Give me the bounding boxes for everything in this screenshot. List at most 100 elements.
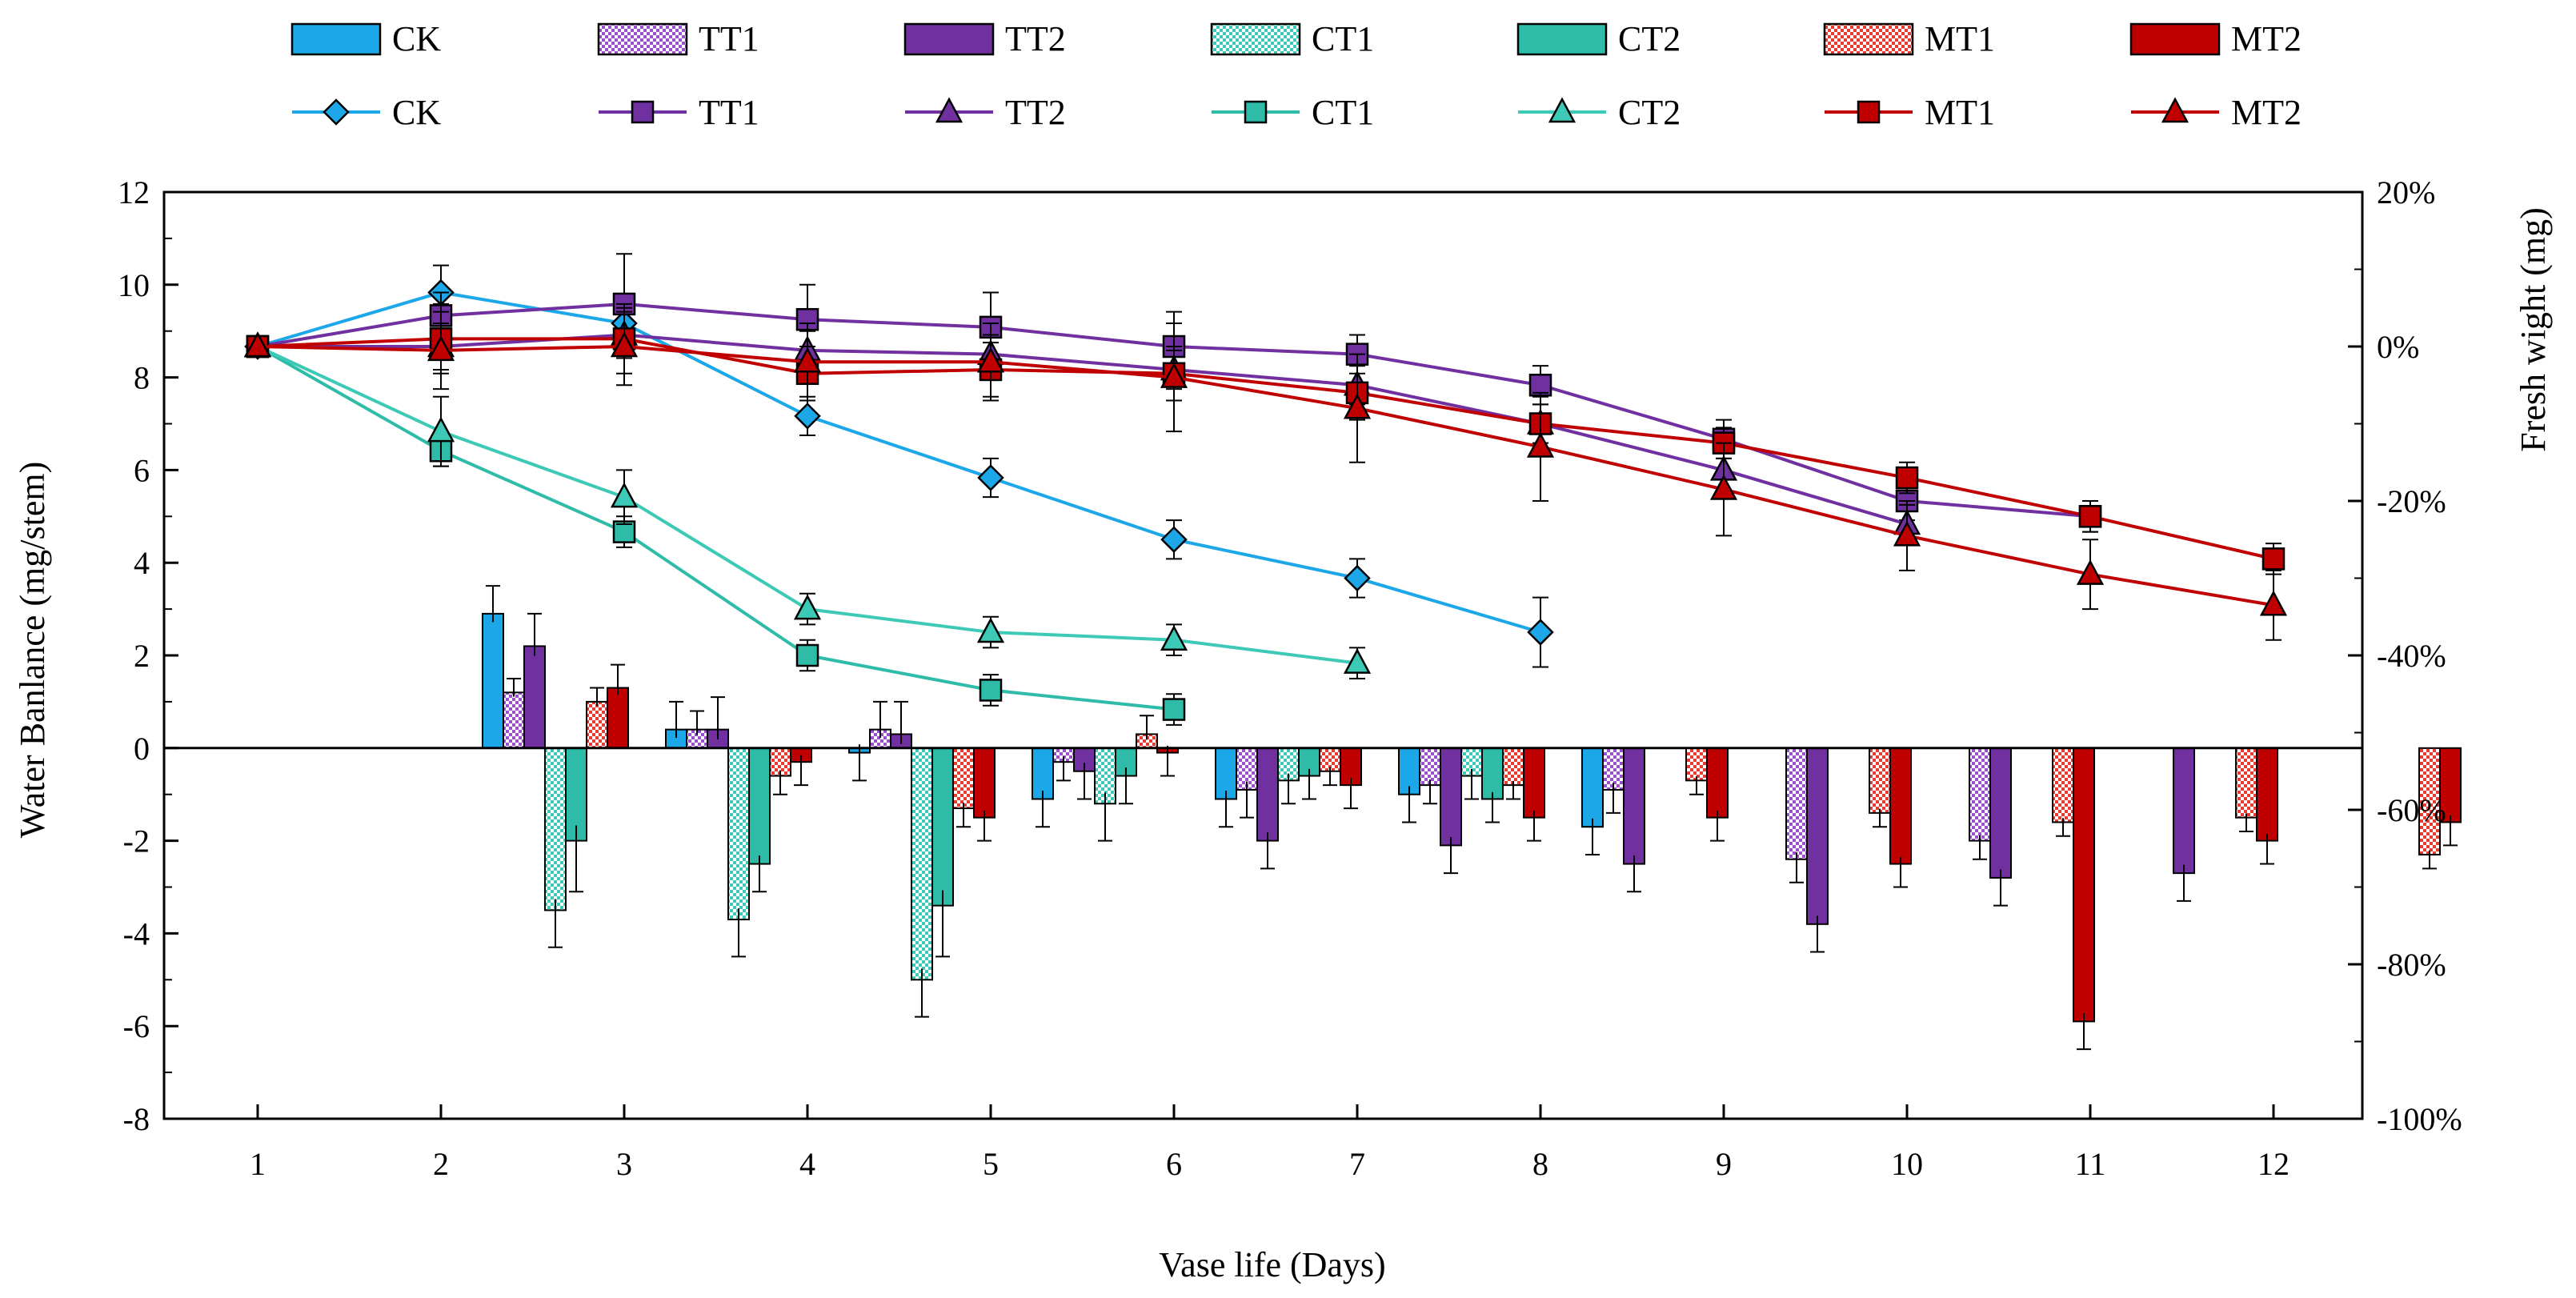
legend-line-marker-ct2-triangle (1548, 97, 1576, 123)
legend-bar-swatch-ct2 (1516, 22, 1608, 56)
point-ck-diamond-day-7 (1344, 564, 1371, 592)
bar-tt2-day-7 (1440, 747, 1462, 847)
legend-bar-label-ct2: CT2 (1618, 19, 1681, 58)
point-mt2-triangle-day-7 (1343, 393, 1372, 419)
bar-ct1-day-4 (911, 747, 933, 981)
legend-line-label-mt1: MT1 (1925, 93, 1995, 132)
y-left-tick-label: 12 (118, 174, 150, 210)
legend-bar-label-mt2: MT2 (2231, 19, 2302, 58)
legend-bar-swatch-tt1 (597, 22, 688, 56)
bar-mt2-day-11 (2256, 747, 2278, 842)
bar-mt1-day-9 (1869, 747, 1891, 814)
bar-ct2-day-7 (1481, 747, 1504, 800)
line-mt2-triangle (257, 344, 2274, 607)
y-right-tick-label: -20% (2377, 483, 2446, 519)
legend-line-label-ct2: CT2 (1618, 93, 1681, 132)
legend-bar-swatch-mt2 (2129, 22, 2221, 56)
point-mt2-triangle-day-9 (1709, 474, 1738, 500)
point-mt2-triangle-day-12 (2259, 590, 2288, 616)
bar-ct2-day-2 (565, 747, 587, 842)
point-mt1-square-day-11 (2078, 505, 2102, 528)
y-left-tick-label: 4 (134, 545, 150, 581)
y-axis-title-left: Water Banlance (mg/stem) (13, 462, 52, 839)
point-mt2-triangle-day-4 (793, 347, 822, 373)
legend-bar-label-ck: CK (392, 19, 441, 58)
bar-mt2-day-9 (1889, 747, 1912, 865)
legend-bar-swatch-tt2 (903, 22, 995, 56)
legend-bar-swatch-ct1 (1210, 22, 1301, 56)
legend-line-marker-ct1-square (1244, 100, 1268, 124)
bar-mt2-day-10 (2073, 747, 2095, 1023)
bar-ck-day-2 (482, 612, 504, 749)
legend-line-marker-tt2-triangle (935, 97, 963, 123)
x-axis-title: Vase life (Days) (1159, 1245, 1385, 1284)
legend-line-label-tt1: TT1 (699, 93, 759, 132)
point-mt2-triangle-day-2 (427, 335, 455, 362)
line-mt1-square (257, 337, 2274, 561)
point-ct2-triangle-day-4 (793, 594, 822, 620)
bar-mt1-day-12 (2418, 747, 2441, 855)
y-right-tick-label: 20% (2377, 174, 2435, 210)
bar-mt2-day-2 (607, 687, 629, 749)
point-ct2-triangle-day-3 (610, 482, 639, 508)
bar-mt1-day-8 (1685, 747, 1708, 782)
y-left-tick-label: 2 (134, 638, 150, 674)
legend-lines: CK TT1 TT2 CT1 CT2 MT1 MT2 (292, 93, 2302, 132)
legend-bars: CK TT1 TT2 CT1 CT2 MT1 MT2 (290, 19, 2302, 58)
point-mt2-triangle-day-5 (976, 347, 1005, 373)
x-tick-label: 4 (799, 1146, 815, 1182)
bar-tt2-day-11 (2173, 747, 2195, 875)
bar-ct1-day-2 (544, 747, 567, 911)
x-tick-label: 12 (2258, 1146, 2290, 1182)
bar-mt1-day-10 (2052, 747, 2074, 823)
bar-tt1-day-10 (1969, 747, 1991, 842)
point-mt1-square-day-12 (2262, 547, 2286, 571)
bar-mt1-day-4 (952, 747, 975, 810)
bar-mt2-day-7 (1523, 747, 1545, 819)
y-right-tick-label: -40% (2377, 638, 2446, 674)
point-ck-diamond-day-4 (794, 403, 821, 430)
bars-layer (482, 585, 2462, 1051)
line-ck-diamond (257, 290, 1541, 634)
y-left-tick-label: 10 (118, 267, 150, 303)
point-ct2-triangle-day-2 (427, 416, 455, 443)
point-ck-diamond-day-5 (977, 464, 1004, 491)
bar-tt2-day-6 (1256, 747, 1279, 842)
x-tick-label: 7 (1349, 1146, 1365, 1182)
y-right-tick-label: 0% (2377, 329, 2419, 365)
point-mt1-square-day-10 (1895, 466, 1919, 490)
bar-mt1-day-11 (2235, 747, 2258, 819)
legend-line-marker-ck-diamond (323, 98, 350, 126)
y-left-tick-label: 6 (134, 452, 150, 488)
lines-layer (243, 253, 2288, 726)
point-ck-diamond-day-8 (1527, 619, 1554, 646)
legend-bar-label-ct1: CT1 (1312, 19, 1374, 58)
bar-ct2-day-4 (931, 747, 954, 907)
legend-bar-label-mt1: MT1 (1925, 19, 1995, 58)
y-right-tick-label: -60% (2377, 792, 2446, 828)
point-mt2-triangle-day-6 (1160, 362, 1188, 388)
bar-tt2-day-8 (1623, 747, 1645, 865)
point-ct2-triangle-day-7 (1343, 648, 1372, 674)
x-tick-label: 11 (2075, 1146, 2106, 1182)
point-ct1-square-day-6 (1162, 698, 1186, 721)
x-tick-label: 9 (1716, 1146, 1732, 1182)
bar-ck-day-5 (1032, 747, 1054, 800)
bar-tt1-day-2 (503, 691, 525, 749)
point-ct2-triangle-day-5 (976, 617, 1005, 643)
legend-bar-swatch-ck (290, 22, 382, 56)
y-left-tick-label: -4 (123, 915, 150, 951)
x-tick-label: 5 (983, 1146, 999, 1182)
y-left-tick-label: 0 (134, 731, 150, 767)
bar-tt2-day-10 (1989, 747, 2012, 879)
point-ct1-square-day-5 (979, 679, 1003, 702)
bar-tt2-day-9 (1806, 747, 1829, 925)
legend-line-label-ct1: CT1 (1312, 93, 1374, 132)
x-tick-label: 8 (1532, 1146, 1548, 1182)
legend-line-label-mt2: MT2 (2231, 93, 2302, 132)
legend-bar-swatch-mt1 (1823, 22, 1914, 56)
y-left-tick-label: 8 (134, 360, 150, 396)
bar-mt1-day-7 (1502, 747, 1524, 787)
axes: 121086420-2-4-6-820%0%-20%-40%-60%-80%-1… (118, 174, 2462, 1182)
y-left-tick-label: -6 (123, 1008, 150, 1044)
